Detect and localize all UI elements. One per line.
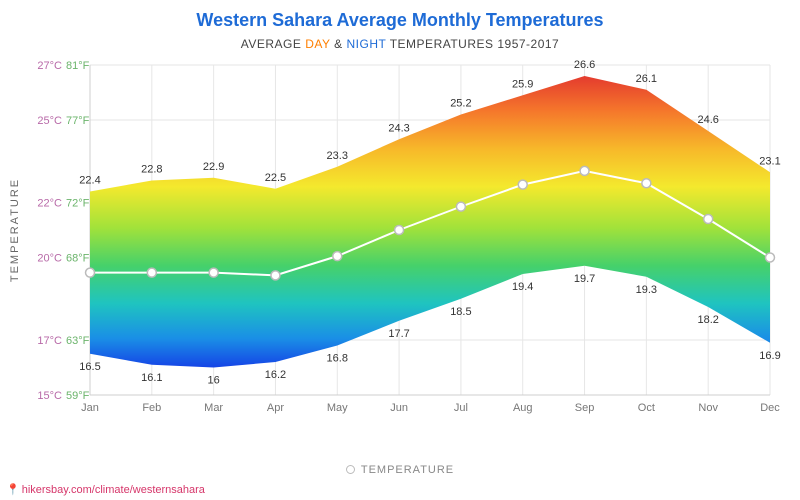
subtitle-amp: & xyxy=(330,37,346,51)
svg-text:22°C: 22°C xyxy=(37,198,62,210)
svg-text:Sep: Sep xyxy=(575,402,595,414)
svg-text:Dec: Dec xyxy=(760,402,780,414)
night-value-label: 17.7 xyxy=(388,328,409,340)
temperature-chart: 15°C 59°F 17°C 63°F 20°C 68°F 22°C 72°F 25°C 77°F… xyxy=(0,55,800,450)
svg-text:Oct: Oct xyxy=(638,402,655,414)
svg-text:Jun: Jun xyxy=(390,402,408,414)
legend-marker-icon xyxy=(346,465,355,474)
chart-container: 15°C 59°F 17°C 63°F 20°C 68°F 22°C 72°F 25°C 77°F… xyxy=(0,55,800,450)
svg-text:Jul: Jul xyxy=(454,402,468,414)
night-value-label: 16.1 xyxy=(141,372,162,384)
avg-marker xyxy=(86,268,95,277)
night-value-label: 16.5 xyxy=(79,361,100,373)
day-value-label: 24.6 xyxy=(697,114,718,126)
day-value-label: 24.3 xyxy=(388,122,409,134)
day-value-label: 22.5 xyxy=(265,172,286,184)
svg-text:81°F: 81°F xyxy=(66,60,90,72)
avg-marker xyxy=(704,215,713,224)
night-value-label: 16.9 xyxy=(759,350,780,362)
day-value-label: 22.9 xyxy=(203,161,224,173)
day-value-label: 23.3 xyxy=(327,150,348,162)
night-value-label: 19.3 xyxy=(636,284,657,296)
night-value-label: 19.7 xyxy=(574,273,595,285)
svg-text:63°F: 63°F xyxy=(66,335,90,347)
subtitle-day: DAY xyxy=(305,37,330,51)
day-value-label: 25.9 xyxy=(512,78,533,90)
svg-text:17°C: 17°C xyxy=(37,335,62,347)
svg-text:20°C: 20°C xyxy=(37,253,62,265)
avg-marker xyxy=(580,166,589,175)
avg-marker xyxy=(766,253,775,262)
svg-text:15°C: 15°C xyxy=(37,390,62,402)
subtitle-suffix: TEMPERATURES 1957-2017 xyxy=(386,37,559,51)
night-value-label: 16.2 xyxy=(265,369,286,381)
svg-text:68°F: 68°F xyxy=(66,253,90,265)
avg-marker xyxy=(147,268,156,277)
day-value-label: 26.6 xyxy=(574,59,595,71)
subtitle-prefix: AVERAGE xyxy=(241,37,305,51)
day-value-label: 22.8 xyxy=(141,164,162,176)
svg-text:Nov: Nov xyxy=(698,402,718,414)
pin-icon: 📍 xyxy=(6,484,20,496)
subtitle: AVERAGE DAY & NIGHT TEMPERATURES 1957-20… xyxy=(0,31,800,51)
day-value-label: 25.2 xyxy=(450,98,471,110)
avg-marker xyxy=(395,226,404,235)
y-axis-label: TEMPERATURE xyxy=(9,178,21,282)
svg-text:Feb: Feb xyxy=(142,402,161,414)
avg-marker xyxy=(456,202,465,211)
source-link[interactable]: hikersbay.com/climate/westernsahara xyxy=(22,484,205,496)
svg-text:May: May xyxy=(327,402,348,414)
footer: 📍hikersbay.com/climate/westernsahara xyxy=(6,483,205,496)
svg-text:Mar: Mar xyxy=(204,402,223,414)
svg-text:72°F: 72°F xyxy=(66,198,90,210)
day-value-label: 23.1 xyxy=(759,155,780,167)
day-value-label: 26.1 xyxy=(636,73,657,85)
night-value-label: 16 xyxy=(208,375,220,387)
night-value-label: 19.4 xyxy=(512,281,533,293)
night-value-label: 18.2 xyxy=(697,314,718,326)
svg-text:Aug: Aug xyxy=(513,402,533,414)
avg-marker xyxy=(271,271,280,280)
svg-text:27°C: 27°C xyxy=(37,60,62,72)
avg-marker xyxy=(518,180,527,189)
day-value-label: 22.4 xyxy=(79,175,100,187)
svg-text:Jan: Jan xyxy=(81,402,99,414)
svg-text:59°F: 59°F xyxy=(66,390,90,402)
night-value-label: 16.8 xyxy=(327,353,348,365)
legend: TEMPERATURE xyxy=(0,464,800,476)
avg-marker xyxy=(209,268,218,277)
page-title: Western Sahara Average Monthly Temperatu… xyxy=(0,0,800,31)
legend-label: TEMPERATURE xyxy=(361,464,454,476)
avg-marker xyxy=(333,252,342,261)
svg-text:25°C: 25°C xyxy=(37,115,62,127)
subtitle-night: NIGHT xyxy=(346,37,386,51)
svg-text:77°F: 77°F xyxy=(66,115,90,127)
avg-marker xyxy=(642,179,651,188)
night-value-label: 18.5 xyxy=(450,306,471,318)
svg-text:Apr: Apr xyxy=(267,402,284,414)
